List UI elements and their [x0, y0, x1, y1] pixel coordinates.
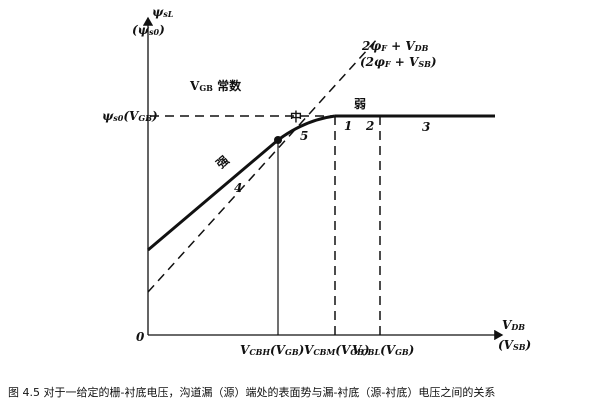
label-text: V [352, 343, 363, 357]
label-text: (ψ [132, 23, 150, 37]
label-vcbm: VCBM(VGB) [304, 343, 370, 358]
label-text: ) [363, 343, 370, 357]
label-subscript: GB [199, 83, 213, 93]
label-text: ) [158, 23, 165, 37]
label-text: ψ [102, 109, 114, 123]
label-text: ) [151, 109, 158, 123]
label-text: + V [391, 55, 420, 69]
label-text: (V [270, 343, 287, 357]
label-subscript: SB [418, 59, 431, 69]
label-text: (V [335, 343, 352, 357]
label-subscript: SB [513, 342, 526, 352]
label-vcbh: VCBH(VGB) [240, 343, 304, 358]
label-p5: 5 [300, 129, 308, 143]
label-text: ) [430, 55, 437, 69]
label-p2: 2 [365, 119, 374, 133]
label-subscript: CBH [249, 347, 270, 357]
label-text: 2φ [361, 39, 381, 53]
label-x-axis-alt: (VSB) [498, 338, 531, 353]
label-subscript: GB [395, 347, 409, 357]
label-vcbl: VCBL(VGB) [352, 343, 414, 358]
label-level: ψs0(VGB) [102, 109, 158, 124]
label-subscript: s0 [149, 27, 160, 37]
label-subscript: s0 [113, 113, 124, 123]
label-text: ψ [152, 5, 164, 19]
label-y-axis-alt: (ψs0) [132, 23, 165, 38]
label-text: 中 [290, 109, 302, 124]
label-subscript: DB [414, 43, 429, 53]
label-text: 1 [344, 119, 352, 133]
label-subscript: CBM [313, 347, 336, 357]
label-subscript: sL [163, 9, 174, 19]
label-subscript: GB [350, 347, 364, 357]
label-text: ) [298, 343, 305, 357]
label-p1: 1 [344, 119, 352, 133]
caption: 图 4.5 对于一给定的栅-衬底电压，沟道漏（源）端处的表面势与漏-衬底（源-衬… [8, 385, 495, 399]
label-subscript: DB [510, 322, 525, 332]
label-text: (2φ [360, 55, 385, 69]
label-line-label: 2φF + VDB [361, 39, 429, 54]
label-text: 2 [365, 119, 374, 133]
label-moderate: 中 [290, 109, 302, 124]
label-text: (V [380, 343, 397, 357]
label-text: V [240, 343, 251, 357]
label-line-label-alt: (2φF + VSB) [360, 55, 437, 70]
label-strong: 强 [213, 153, 231, 171]
label-text: 4 [234, 181, 242, 195]
label-x-axis: VDB [502, 318, 525, 333]
label-subscript: CBL [361, 347, 380, 357]
label-text: (V [123, 109, 140, 123]
label-text: V [304, 343, 315, 357]
label-subscript: F [380, 43, 388, 53]
label-text: V [189, 79, 200, 93]
asymptote-line [147, 37, 379, 293]
label-text: + V [387, 39, 416, 53]
label-weak: 弱 [354, 96, 366, 111]
label-p4: 4 [234, 181, 242, 195]
label-text: (V [498, 338, 515, 352]
label-text: 5 [300, 129, 308, 143]
label-subscript: GB [285, 347, 299, 357]
label-y-axis: ψsL [152, 5, 174, 20]
label-text: V [502, 318, 513, 332]
label-subscript: GB [138, 113, 152, 123]
label-constant: VGB 常数 [189, 78, 242, 94]
label-p3: 3 [422, 120, 430, 134]
label-subscript: F [384, 59, 392, 69]
label-text: 弱 [354, 96, 366, 111]
label-text: 强 [213, 153, 231, 171]
label-text: 常数 [213, 78, 242, 93]
label-text: ) [525, 338, 532, 352]
transition-point [274, 136, 282, 144]
label-origin: 0 [136, 330, 145, 344]
label-text: 0 [136, 330, 145, 344]
label-text: 3 [422, 120, 430, 134]
label-text: ) [408, 343, 415, 357]
